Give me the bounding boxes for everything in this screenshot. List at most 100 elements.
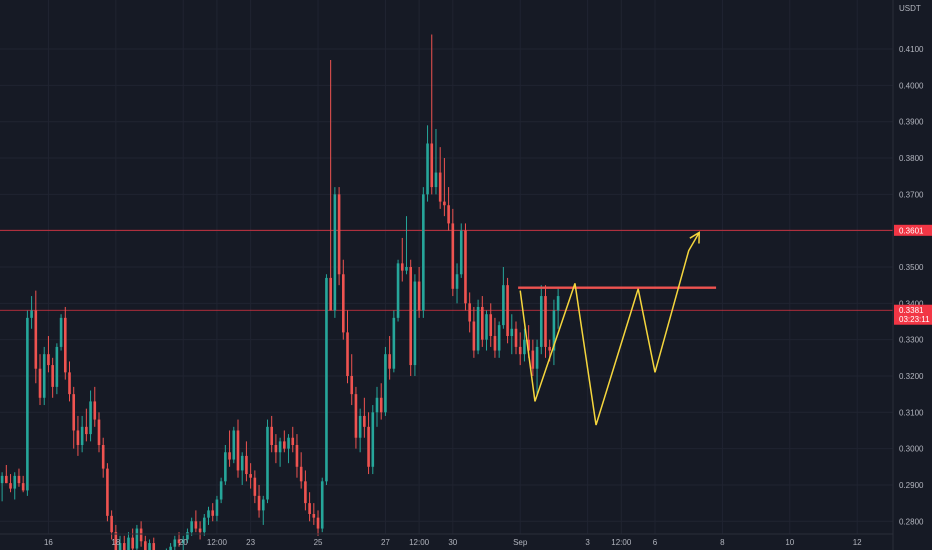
candle-body <box>80 426 84 445</box>
candle-body <box>358 415 362 438</box>
candle <box>367 412 370 475</box>
candle <box>556 288 560 329</box>
candle-body <box>38 368 42 398</box>
candle <box>480 296 484 347</box>
candle <box>544 285 547 358</box>
price-tag-label: 0.3381 <box>899 306 924 315</box>
candle-body <box>51 365 54 387</box>
candle <box>224 445 227 485</box>
candle-body <box>21 483 25 491</box>
candle <box>434 128 438 195</box>
pattern-annotations <box>518 231 717 426</box>
candle <box>417 267 421 318</box>
candle <box>535 339 539 395</box>
candle-body <box>489 314 493 337</box>
candle <box>531 339 535 376</box>
candle <box>497 321 501 358</box>
candle-body <box>101 445 105 469</box>
candle <box>472 306 476 358</box>
candle <box>447 187 450 231</box>
price-tag-label: 0.3601 <box>899 226 924 235</box>
time-tick-label: 12:00 <box>207 538 228 547</box>
candle <box>207 506 210 525</box>
candle <box>59 314 63 351</box>
candle <box>135 524 139 550</box>
time-tick-label: 6 <box>653 538 658 547</box>
candle-body <box>283 441 286 449</box>
candle-body <box>480 306 484 340</box>
candle-body <box>13 475 17 489</box>
candle-body <box>363 415 366 427</box>
time-tick-label: 8 <box>720 538 725 547</box>
candle <box>26 310 29 496</box>
candle-body <box>34 310 38 369</box>
candle <box>257 484 261 518</box>
price-axis[interactable]: USDT 0.4100 0.4000 0.3900 0.3800 0.3700 0.360… <box>892 0 932 550</box>
candle-body <box>405 267 408 271</box>
candle-body <box>85 426 88 435</box>
candle-body <box>63 317 67 373</box>
candle <box>9 474 12 493</box>
candle-body <box>72 394 76 431</box>
candle-body <box>510 328 514 337</box>
candle-body <box>215 499 219 516</box>
candle-body <box>148 543 151 550</box>
candle <box>198 521 202 540</box>
pattern-path <box>519 232 700 426</box>
candle <box>72 386 76 449</box>
candle <box>304 470 307 511</box>
candle-body <box>106 468 109 516</box>
candle <box>106 463 109 522</box>
candle <box>468 292 471 333</box>
candle <box>337 187 341 286</box>
price-tag-background <box>894 224 932 236</box>
candle <box>186 528 189 544</box>
candle-body <box>548 346 552 351</box>
candle-body <box>341 274 345 333</box>
price-tick-label: 0.3500 <box>899 263 924 272</box>
candlestick-series <box>0 34 560 550</box>
candle-body <box>0 475 4 484</box>
candle <box>17 468 21 487</box>
candle-body <box>350 375 354 395</box>
candle <box>308 492 311 522</box>
candle <box>291 426 295 453</box>
time-tick-label: 27 <box>381 538 390 547</box>
candle-body <box>299 466 303 482</box>
candle-body <box>535 346 539 369</box>
candle <box>63 306 67 380</box>
candle <box>299 452 303 489</box>
candle <box>85 408 88 442</box>
candle-body <box>266 426 269 500</box>
candle <box>169 543 172 550</box>
candle <box>400 237 404 282</box>
candle <box>455 263 459 304</box>
candle <box>266 419 269 504</box>
price-tick-label: 0.3200 <box>899 372 924 381</box>
candle-body <box>388 354 391 369</box>
candle-body <box>329 277 332 311</box>
candle <box>34 290 38 384</box>
candle <box>333 187 337 318</box>
candle-body <box>270 426 273 445</box>
candle <box>51 357 54 398</box>
time-axis[interactable]: 16 18 20 12:00 23 25 27 12:00 30 Sep 3 12:00 6 8 10 12 <box>0 533 893 547</box>
candle <box>502 267 505 329</box>
candle-body <box>375 397 379 413</box>
candle-body <box>30 310 33 318</box>
candle-body <box>523 339 526 355</box>
candle-body <box>531 350 535 369</box>
candle <box>80 415 84 453</box>
candle-body <box>337 194 341 275</box>
candle-body <box>502 285 505 326</box>
candle <box>101 437 105 478</box>
candle <box>329 59 332 311</box>
candle <box>430 34 434 195</box>
candle-body <box>518 346 522 355</box>
candle-body <box>527 339 530 351</box>
candle-body <box>464 230 467 304</box>
candle <box>144 535 147 550</box>
price-tick-label: 0.2900 <box>899 481 924 490</box>
candle-body <box>274 445 278 453</box>
